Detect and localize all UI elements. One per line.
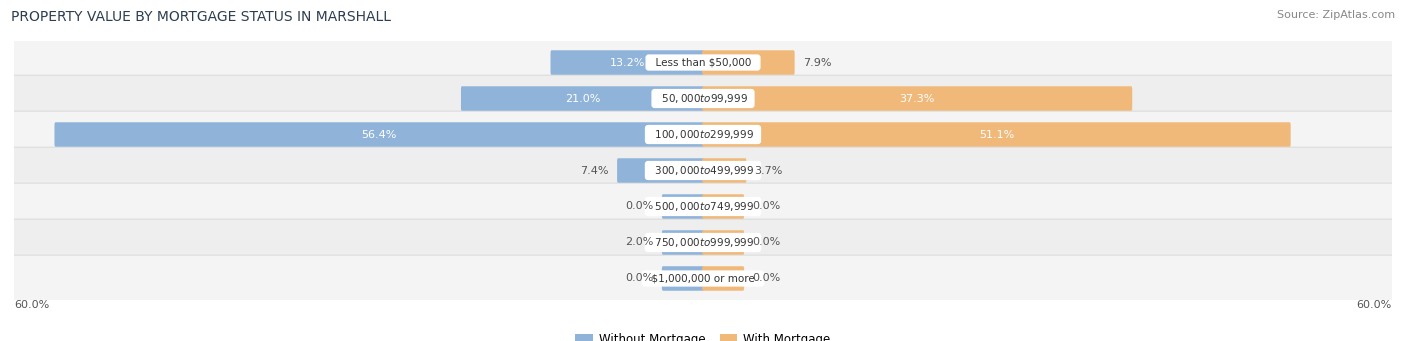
Text: Source: ZipAtlas.com: Source: ZipAtlas.com xyxy=(1277,10,1395,20)
FancyBboxPatch shape xyxy=(461,86,704,111)
FancyBboxPatch shape xyxy=(13,75,1393,122)
FancyBboxPatch shape xyxy=(13,219,1393,266)
Text: 0.0%: 0.0% xyxy=(752,273,780,283)
Text: 51.1%: 51.1% xyxy=(979,130,1014,139)
Text: 21.0%: 21.0% xyxy=(565,93,600,104)
FancyBboxPatch shape xyxy=(662,230,704,255)
Text: $1,000,000 or more: $1,000,000 or more xyxy=(645,273,761,283)
Text: $500,000 to $749,999: $500,000 to $749,999 xyxy=(648,200,758,213)
Text: PROPERTY VALUE BY MORTGAGE STATUS IN MARSHALL: PROPERTY VALUE BY MORTGAGE STATUS IN MAR… xyxy=(11,10,391,24)
Text: $300,000 to $499,999: $300,000 to $499,999 xyxy=(648,164,758,177)
Text: 13.2%: 13.2% xyxy=(610,58,645,68)
Text: 3.7%: 3.7% xyxy=(755,165,783,176)
Text: $50,000 to $99,999: $50,000 to $99,999 xyxy=(655,92,751,105)
Text: 2.0%: 2.0% xyxy=(626,237,654,248)
FancyBboxPatch shape xyxy=(13,39,1393,86)
FancyBboxPatch shape xyxy=(702,266,744,291)
FancyBboxPatch shape xyxy=(551,50,704,75)
FancyBboxPatch shape xyxy=(617,158,704,183)
Text: 37.3%: 37.3% xyxy=(900,93,935,104)
Text: 0.0%: 0.0% xyxy=(626,273,654,283)
FancyBboxPatch shape xyxy=(702,86,1132,111)
FancyBboxPatch shape xyxy=(13,255,1393,302)
FancyBboxPatch shape xyxy=(702,158,747,183)
Text: 7.9%: 7.9% xyxy=(803,58,831,68)
FancyBboxPatch shape xyxy=(702,50,794,75)
Legend: Without Mortgage, With Mortgage: Without Mortgage, With Mortgage xyxy=(571,329,835,341)
Text: Less than $50,000: Less than $50,000 xyxy=(648,58,758,68)
FancyBboxPatch shape xyxy=(702,194,744,219)
Text: 7.4%: 7.4% xyxy=(581,165,609,176)
FancyBboxPatch shape xyxy=(662,194,704,219)
Text: 56.4%: 56.4% xyxy=(361,130,396,139)
FancyBboxPatch shape xyxy=(13,183,1393,230)
Text: $100,000 to $299,999: $100,000 to $299,999 xyxy=(648,128,758,141)
Text: 0.0%: 0.0% xyxy=(752,237,780,248)
Text: 0.0%: 0.0% xyxy=(626,202,654,211)
Text: 60.0%: 60.0% xyxy=(14,300,49,310)
FancyBboxPatch shape xyxy=(55,122,704,147)
FancyBboxPatch shape xyxy=(702,122,1291,147)
Text: $750,000 to $999,999: $750,000 to $999,999 xyxy=(648,236,758,249)
FancyBboxPatch shape xyxy=(662,266,704,291)
FancyBboxPatch shape xyxy=(13,147,1393,194)
Text: 0.0%: 0.0% xyxy=(752,202,780,211)
FancyBboxPatch shape xyxy=(13,111,1393,158)
FancyBboxPatch shape xyxy=(702,230,744,255)
Text: 60.0%: 60.0% xyxy=(1357,300,1392,310)
